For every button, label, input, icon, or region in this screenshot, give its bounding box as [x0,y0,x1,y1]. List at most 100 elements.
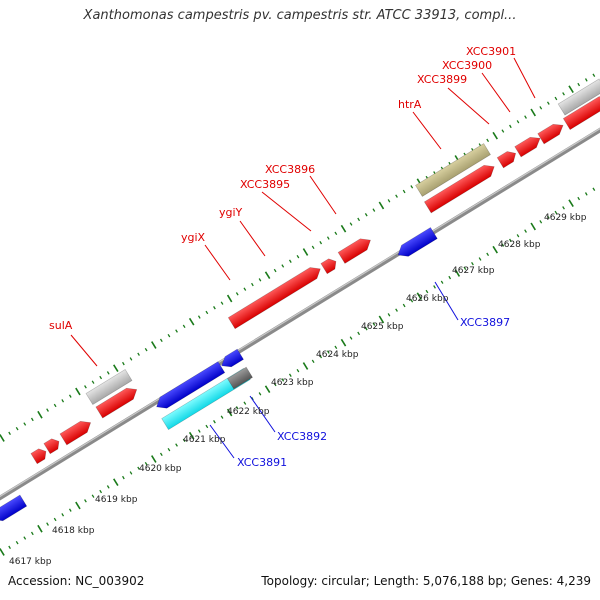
gene-feature-XCC3892-shape [227,366,253,390]
tick-mark [516,120,520,124]
gene-feature-minus[interactable] [0,494,28,525]
tick-mark [91,380,95,384]
kbp-label: 4617 kbp [9,557,52,567]
tick-mark [311,359,315,364]
gene-feature[interactable] [43,436,62,455]
gene-feature-htrA[interactable] [415,143,491,197]
gene-feature-minus[interactable] [218,348,244,371]
tick-mark [235,406,239,410]
tick-mark [302,362,309,370]
gene-label-XCC3892[interactable]: XCC3892 [277,430,327,443]
tick-mark [8,545,11,550]
tick-mark [137,352,140,356]
gene-feature-sulA[interactable] [95,384,140,419]
tick-mark [91,494,95,498]
gene-label-XCC3900[interactable]: XCC3900 [442,59,492,72]
tick-mark [524,229,527,233]
gene-label-ygiX[interactable]: ygiX [181,231,206,244]
gene-label-XCC3899[interactable]: XCC3899 [417,73,467,86]
tick-mark [113,478,119,487]
gene-feature-XCC3892[interactable] [227,366,253,390]
tick-mark [0,548,5,556]
gene-feature-XCC3897[interactable] [395,227,438,260]
leader-line-XCC3897 [434,281,459,321]
tick-mark [387,199,391,203]
gene-feature-edge-gray[interactable] [557,78,600,116]
gene-feature-XCC3901-shape [537,123,564,145]
tick-mark [106,371,110,375]
tick-mark [395,194,398,198]
tick-mark [213,306,216,310]
tick-mark [0,434,5,442]
gene-feature[interactable] [30,446,49,465]
backbone-highlight [0,127,600,498]
tick-mark [372,322,376,326]
tick-mark [349,222,353,226]
gene-feature-ygiY[interactable] [320,256,339,275]
tick-mark [364,213,368,217]
tick-mark [175,443,178,447]
gene-label-htrA[interactable]: htrA [398,98,422,111]
tick-mark [440,280,444,284]
gene-feature-XCC3900[interactable] [514,133,543,158]
tick-mark [15,540,19,545]
gene-feature-sulA-gray[interactable] [85,369,133,405]
tick-mark [129,471,133,475]
tick-mark [243,287,247,291]
gene-feature-XCC3891-cyan[interactable] [161,367,251,431]
kbp-label: 4619 kbp [95,495,138,505]
gene-feature-XCC3899[interactable] [496,148,519,169]
gene-label-XCC3896[interactable]: XCC3896 [265,163,315,176]
gene-label-ygiY[interactable]: ygiY [219,206,243,219]
tick-mark [220,415,224,419]
gene-feature-ygiY-shape [320,258,337,275]
tick-mark [546,215,550,219]
tick-mark [273,268,277,273]
tick-mark [99,489,103,494]
tick-mark [61,399,65,403]
gene-label-XCC3901[interactable]: XCC3901 [466,45,516,58]
tick-mark [84,385,87,389]
kbp-label: 4628 kbp [498,240,541,250]
gene-feature-XCC3901[interactable] [537,120,566,145]
tick-mark [264,271,271,280]
tick-mark [492,131,498,140]
tick-mark [349,336,353,340]
gene-label-XCC3895[interactable]: XCC3895 [240,178,290,191]
tick-mark [235,292,239,296]
gene-feature-edge[interactable] [562,92,600,131]
tick-mark [486,252,490,257]
tick-mark [129,357,133,361]
tick-mark [334,345,338,350]
tick-mark [61,513,65,517]
gene-feature[interactable] [59,417,94,446]
tick-mark [159,338,163,343]
tick-mark [302,248,309,256]
tick-mark [577,196,581,201]
gene-label-XCC3897[interactable]: XCC3897 [460,316,510,329]
kbp-label: 4621 kbp [183,435,226,445]
gene-label-sulA[interactable]: sulA [49,319,73,332]
leader-lines [70,57,536,459]
gene-feature-XCC3891[interactable] [153,361,226,413]
tick-mark [167,447,171,452]
feature-layer [0,78,600,525]
gene-feature-XCC3896[interactable] [337,235,374,264]
gene-feature-minus-shape [221,348,244,368]
tick-mark [546,101,550,105]
tick-mark [357,331,361,336]
tick-mark [46,522,49,526]
kbp-label: 4627 kbp [452,266,495,276]
tick-mark [188,317,195,326]
gene-feature-XCC3898[interactable] [423,161,497,214]
tick-mark [471,261,474,266]
tick-mark [53,517,57,522]
leader-line-XCC3891 [209,424,235,459]
gene-label-XCC3891[interactable]: XCC3891 [237,456,287,469]
gene-feature-ygiX[interactable] [227,263,323,330]
tick-mark [288,259,292,263]
tick-mark [539,220,543,224]
gene-feature-ygiX-shape [227,267,321,330]
tick-mark [311,245,315,250]
